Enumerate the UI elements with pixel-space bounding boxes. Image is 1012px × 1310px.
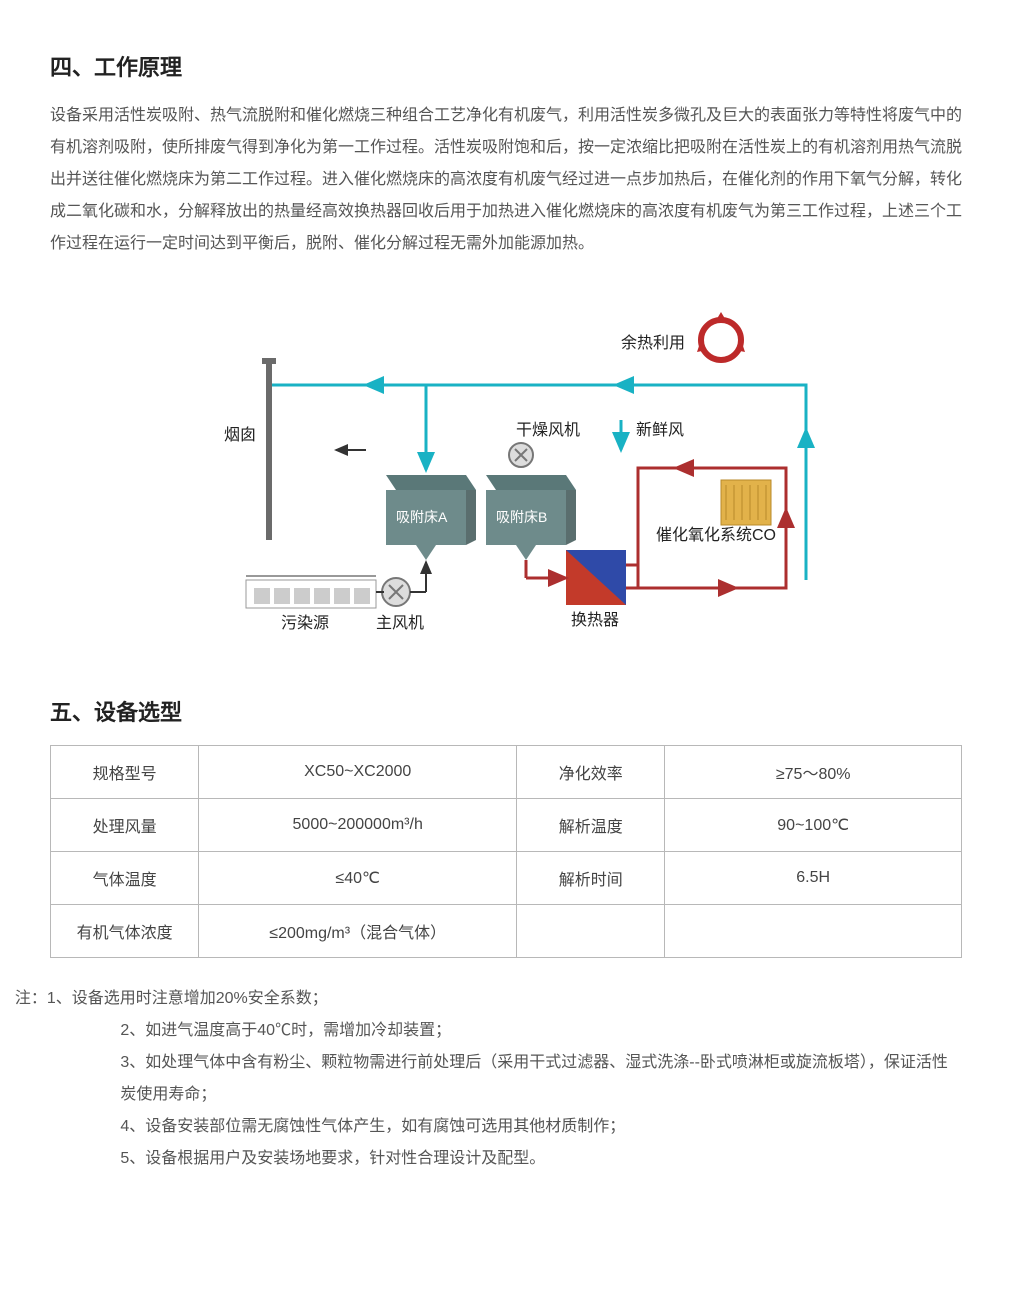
main-fan-label: 主风机: [376, 614, 424, 632]
note-item: 3、如处理气体中含有粉尘、颗粒物需进行前处理后（采用干式过滤器、湿式洗涤--卧式…: [85, 1047, 962, 1111]
cell-value: ≤40℃: [199, 852, 517, 905]
cat-oxid-label: 催化氧化系统CO: [656, 526, 776, 544]
section4-paragraph: 设备采用活性炭吸附、热气流脱附和催化燃烧三种组合工艺净化有机废气，利用活性炭多微…: [50, 100, 962, 260]
cell-label: 净化效率: [517, 746, 665, 799]
table-row: 气体温度 ≤40℃ 解析时间 6.5H: [51, 852, 962, 905]
bed-b-label: 吸附床B: [496, 509, 547, 525]
chimney-label: 烟囱: [224, 426, 256, 444]
cell-label: 有机气体浓度: [51, 905, 199, 958]
spec-table: 规格型号 XC50~XC2000 净化效率 ≥75～80% 处理风量 5000~…: [50, 745, 962, 958]
section4-heading: 四、工作原理: [50, 50, 962, 82]
cell-label: 解析时间: [517, 852, 665, 905]
notes-block: 注：1、设备选用时注意增加20%安全系数； 2、如进气温度高于40℃时，需增加冷…: [50, 983, 962, 1175]
source-label: 污染源: [281, 614, 329, 632]
cell-label: [517, 905, 665, 958]
cell-label: 气体温度: [51, 852, 199, 905]
recycle-icon: [697, 312, 745, 360]
notes-prefix: 注：: [15, 990, 47, 1007]
note-item: 5、设备根据用户及安装场地要求，针对性合理设计及配型。: [85, 1143, 962, 1175]
recycle-label: 余热利用: [621, 333, 685, 352]
pollution-source: [246, 576, 376, 608]
adsorption-bed-a: 吸附床A: [386, 475, 476, 560]
chimney-shape: [266, 360, 272, 540]
dry-fan-label: 干燥风机: [516, 421, 580, 439]
note-item: 4、设备安装部位需无腐蚀性气体产生，如有腐蚀可选用其他材质制作；: [85, 1111, 962, 1143]
cell-value: [665, 905, 962, 958]
note-item: 1、设备选用时注意增加20%安全系数；: [47, 990, 328, 1007]
dry-fan-icon: [509, 443, 533, 467]
bed-a-label: 吸附床A: [396, 509, 448, 525]
cell-value: 5000~200000m³/h: [199, 799, 517, 852]
section5-heading: 五、设备选型: [50, 695, 962, 727]
fresh-air-label: 新鲜风: [636, 421, 684, 439]
adsorption-bed-b: 吸附床B: [486, 475, 576, 560]
main-fan-icon: [382, 578, 410, 606]
cell-value: XC50~XC2000: [199, 746, 517, 799]
cell-value: 6.5H: [665, 852, 962, 905]
heat-exchanger: [566, 550, 626, 605]
catalytic-oxidation-block: [721, 480, 771, 525]
table-row: 规格型号 XC50~XC2000 净化效率 ≥75～80%: [51, 746, 962, 799]
heat-exchanger-label: 换热器: [571, 611, 619, 629]
note-item: 2、如进气温度高于40℃时，需增加冷却装置；: [85, 1015, 962, 1047]
cell-value: 90~100℃: [665, 799, 962, 852]
table-row: 处理风量 5000~200000m³/h 解析温度 90~100℃: [51, 799, 962, 852]
cell-label: 解析温度: [517, 799, 665, 852]
cell-label: 规格型号: [51, 746, 199, 799]
cell-value: ≤200mg/m³（混合气体）: [199, 905, 517, 958]
table-row: 有机气体浓度 ≤200mg/m³（混合气体）: [51, 905, 962, 958]
cell-label: 处理风量: [51, 799, 199, 852]
cell-value: ≥75～80%: [665, 746, 962, 799]
process-diagram: 烟囱 余热利用 干燥风机 新鲜风 吸附床A 吸附床B 换热器: [50, 280, 962, 665]
